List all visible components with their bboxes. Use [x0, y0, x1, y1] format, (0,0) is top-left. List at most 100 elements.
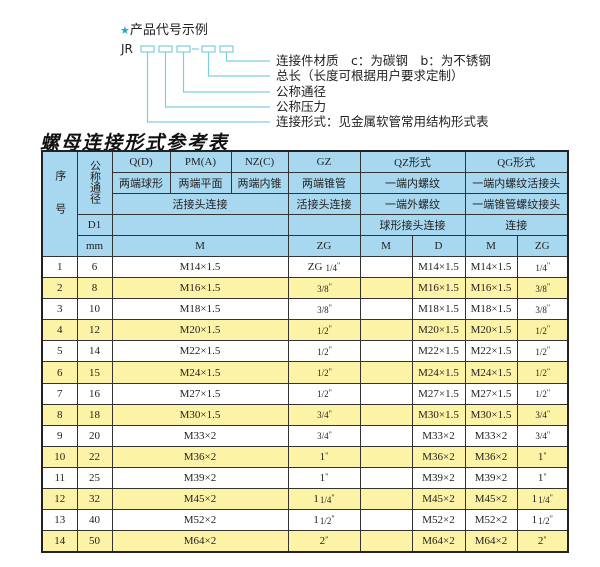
cell-qz-d: M20×1.5 [411, 319, 466, 342]
cell-no: 4 [41, 319, 78, 342]
cell-qg-m: M18×1.5 [464, 298, 518, 321]
header-conn: 一端外螺纹 [359, 193, 466, 215]
zg-whole: 2 [319, 535, 326, 548]
cell-no: 9 [41, 424, 78, 447]
cell-zg: 1/2" [287, 340, 361, 363]
cell-zg: 1" [287, 466, 361, 490]
header-pm: PM(A) [169, 150, 232, 173]
code-diagram [140, 45, 270, 123]
cell-qg-m: M22×1.5 [464, 340, 518, 363]
header-gz: GZ [287, 150, 361, 173]
cell-qz-m [359, 424, 413, 447]
table-row: 7 16 M27×1.5 1/2" M27×1.5 M27×1.5 1/2" [41, 382, 569, 405]
cell-no: 5 [41, 340, 78, 363]
inch-mark: " [549, 514, 553, 524]
inch-mark: " [543, 471, 547, 481]
header-qz: QZ形式 [359, 150, 466, 173]
inch-mark: " [328, 282, 332, 292]
cell-qz-d: M30×1.5 [411, 403, 466, 426]
cell-m: M24×1.5 [111, 361, 289, 384]
table-row: 11 25 M39×2 1" M39×2 M39×2 1" [41, 466, 569, 490]
cell-qg-m: M30×1.5 [464, 403, 518, 426]
header-seq: 序号 [41, 150, 78, 257]
cell-qz-m [359, 382, 413, 405]
zg-fraction: 3/8 [317, 283, 329, 294]
leader-line-diameter [182, 52, 270, 93]
header-desc: 两端锥管 [287, 172, 361, 194]
cell-no: 2 [41, 277, 78, 300]
header-qd: Q(D) [111, 150, 171, 173]
cell-d1: 50 [76, 530, 113, 553]
inch-mark: " [546, 261, 551, 271]
leader-line-pressure [164, 52, 270, 108]
cell-d1: 25 [76, 466, 113, 490]
zg-prefix: ZG [307, 261, 323, 274]
table-row: 4 12 M20×1.5 1/2" M20×1.5 M20×1.5 1/2" [41, 319, 569, 342]
cell-qz-d: M45×2 [411, 488, 466, 511]
inch-mark: " [328, 387, 332, 397]
cell-m: M22×1.5 [111, 340, 289, 363]
cell-zg: 3/4" [287, 403, 361, 426]
header-seq-text: 序号 [53, 169, 66, 236]
cell-qz-d: M16×1.5 [411, 277, 466, 300]
zg-fraction: 3/4 [535, 431, 547, 442]
inch-mark: " [549, 493, 553, 503]
star-icon: ★ [120, 24, 130, 37]
zg-fraction: 1/2 [317, 367, 329, 378]
header-qz-m: M [359, 235, 413, 257]
code-box-diameter [176, 45, 191, 53]
header-d1: D1 [76, 214, 113, 236]
cell-no: 6 [41, 361, 78, 384]
cell-qz-m [359, 488, 413, 511]
cell-no: 10 [41, 445, 78, 468]
cell-d1: 14 [76, 340, 113, 363]
cell-m: M16×1.5 [111, 277, 289, 300]
code-box-pressure [158, 45, 173, 53]
table-row: 3 10 M18×1.5 3/8" M18×1.5 M18×1.5 3/8" [41, 298, 569, 321]
zg-fraction: 1/2 [317, 325, 329, 336]
cell-m: M14×1.5 [111, 255, 289, 279]
cell-qg-zg: 1/2" [516, 340, 569, 363]
cell-no: 7 [41, 382, 78, 405]
cell-no: 8 [41, 403, 78, 426]
cell-qz-d: M64×2 [411, 530, 466, 553]
nut-connection-table: 序号 公称通径 Q(D) PM(A) NZ(C) GZ QZ形式 QG形式 两端… [41, 150, 569, 554]
cell-zg: 3/8" [287, 277, 361, 300]
cell-qg-zg: 1" [516, 445, 569, 468]
header-unit: mm [76, 235, 113, 257]
cell-qg-zg: 1" [516, 466, 569, 490]
cell-zg: 2" [287, 530, 361, 553]
cell-qz-d: M14×1.5 [411, 255, 466, 279]
zg-whole: 1 [537, 471, 544, 484]
header-conn: 连接 [464, 214, 569, 236]
cell-qg-m: M14×1.5 [464, 255, 518, 279]
inch-mark: " [336, 261, 341, 271]
zg-fraction: 1/2 [535, 367, 547, 378]
zg-fraction: 1/2 [317, 389, 329, 400]
table-title: 螺母连接形式参考表 [40, 132, 230, 154]
cell-d1: 20 [76, 424, 113, 447]
header-empty [111, 214, 289, 236]
table-row: 9 20 M33×2 3/4" M33×2 M33×2 3/4" [41, 424, 569, 447]
zg-whole: 1 [313, 493, 319, 506]
cell-qz-m [359, 445, 413, 468]
label-connection: 连接形式：见金属软管常用结构形式表 [276, 114, 489, 129]
cell-no: 11 [41, 466, 78, 490]
inch-mark: " [325, 535, 329, 545]
cell-qg-m: M24×1.5 [464, 361, 518, 384]
cell-zg: 11/2" [287, 509, 361, 532]
leader-line-connection [146, 52, 270, 123]
cell-zg: 1/2" [287, 382, 361, 405]
inch-mark: " [331, 493, 335, 503]
cell-qg-m: M36×2 [464, 445, 518, 468]
inch-mark: " [543, 450, 547, 460]
table-row: 8 18 M30×1.5 3/4" M30×1.5 M30×1.5 3/4" [41, 403, 569, 426]
inch-mark: " [325, 471, 329, 481]
cell-qg-zg: 1/2" [516, 319, 569, 342]
zg-fraction: 3/4 [535, 410, 547, 421]
zg-fraction: 1/2 [535, 389, 547, 400]
cell-d1: 15 [76, 361, 113, 384]
label-length: 总长（长度可根据用户要求定制） [276, 68, 464, 83]
cell-no: 3 [41, 298, 78, 321]
cell-zg: 1/2" [287, 361, 361, 384]
